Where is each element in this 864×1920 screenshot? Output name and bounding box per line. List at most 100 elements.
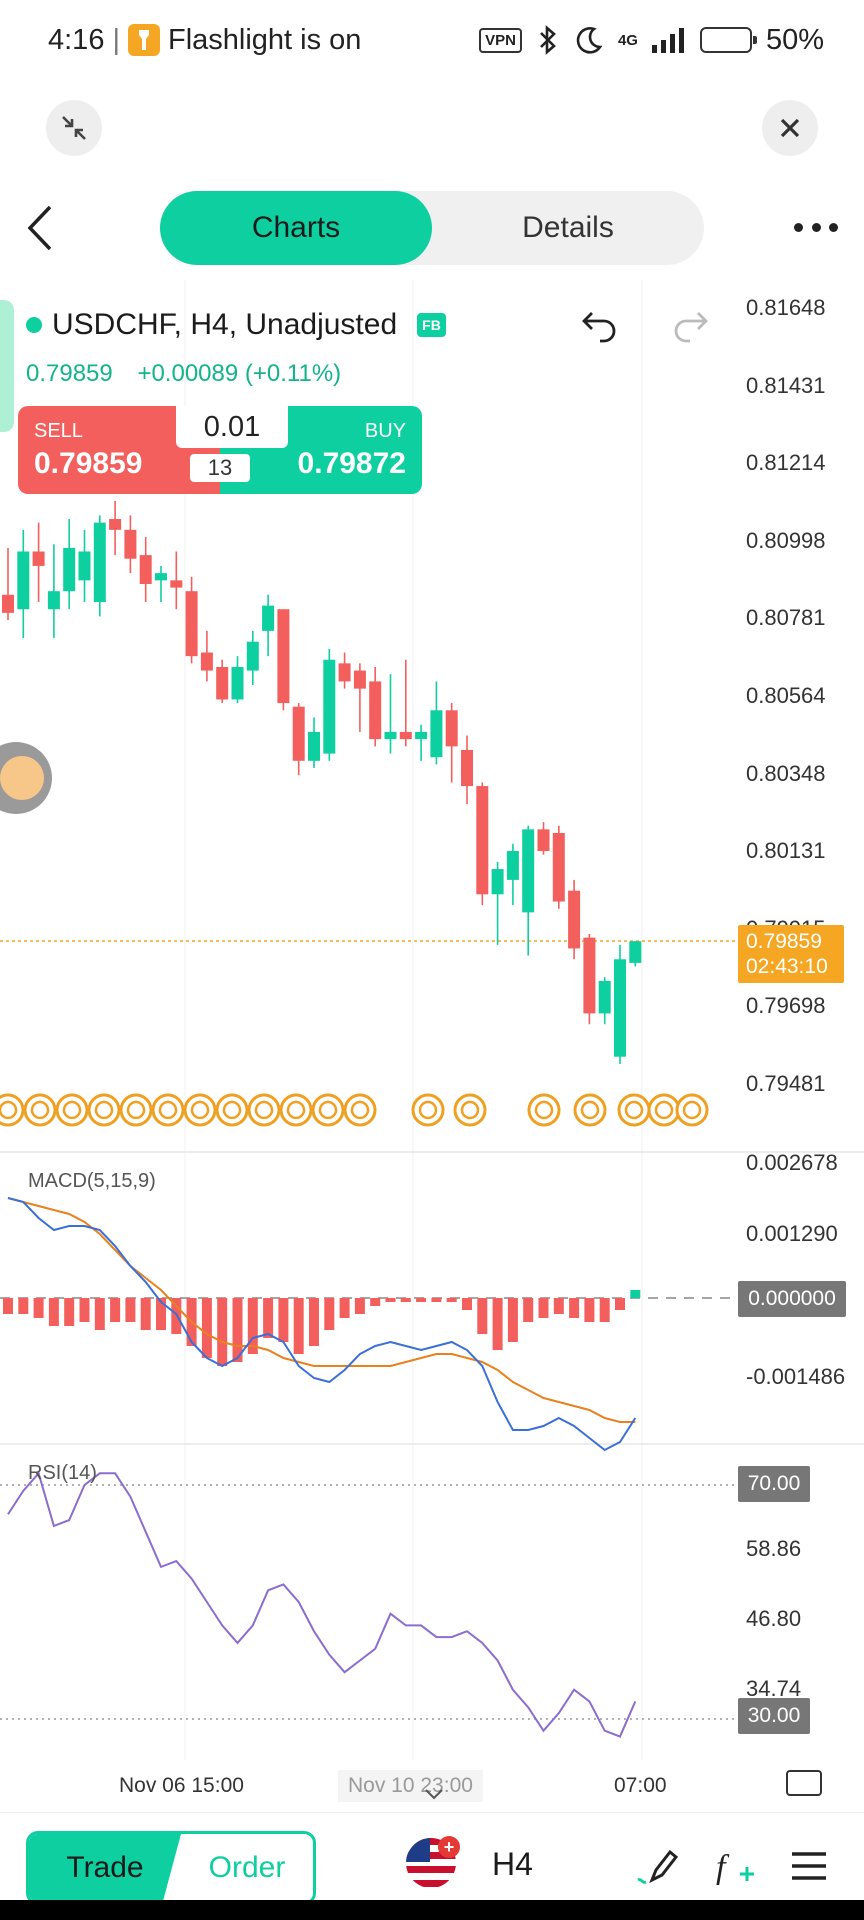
- macd-signal-line: [7, 1197, 636, 1423]
- event-marker-icon: [573, 1093, 607, 1127]
- timeframe-selector[interactable]: H4: [492, 1846, 533, 1882]
- candle-body: [614, 959, 626, 1057]
- candle-body: [353, 670, 366, 689]
- add-symbol-icon[interactable]: +: [438, 1836, 460, 1858]
- candle-body: [185, 591, 198, 657]
- flashlight-status-text: Flashlight is on: [168, 23, 362, 56]
- us-flag-icon[interactable]: [406, 1838, 456, 1888]
- price-axis-tick: 0.81431: [746, 372, 826, 398]
- candle-body: [17, 551, 30, 610]
- collapse-arrows-icon: [62, 116, 86, 140]
- macd-histogram-bar: [615, 1298, 625, 1310]
- trade-button[interactable]: Trade: [29, 1834, 181, 1902]
- battery-percent: 50%: [765, 23, 824, 56]
- macd-histogram-bar: [599, 1298, 610, 1322]
- order-button[interactable]: Order: [208, 1851, 286, 1884]
- chevron-down-icon[interactable]: [424, 1788, 444, 1800]
- candle-body: [369, 681, 382, 740]
- nav-bar-strip: [0, 1900, 864, 1920]
- event-marker-inner: [286, 1100, 306, 1120]
- macd-histogram-bar: [492, 1298, 503, 1350]
- event-marker-icon: [55, 1093, 89, 1127]
- macd-histogram-bar: [140, 1298, 151, 1330]
- macd-histogram-bar: [569, 1298, 580, 1318]
- candle-body: [216, 666, 229, 700]
- indicators-fx-icon[interactable]: f: [714, 1846, 758, 1886]
- sell-label: SELL: [34, 420, 83, 442]
- time-label-crosshair: Nov 10 23:00: [338, 1770, 483, 1802]
- price-change: +0.00089 (+0.11%): [137, 360, 342, 387]
- lot-size-input[interactable]: 0.01: [176, 406, 288, 448]
- candle-body: [476, 786, 489, 895]
- back-button[interactable]: [24, 200, 64, 256]
- macd-histogram-bar: [110, 1298, 121, 1322]
- fullscreen-toggle-icon[interactable]: [786, 1770, 822, 1796]
- macd-axis-tick: 0.002678: [746, 1150, 838, 1175]
- drawing-tools-icon[interactable]: [634, 1846, 678, 1886]
- macd-histogram-bar: [370, 1298, 381, 1306]
- macd-histogram-bar: [18, 1298, 29, 1314]
- event-marker-icon: [411, 1093, 445, 1127]
- macd-histogram-bar: [263, 1298, 274, 1338]
- macd-histogram-bar: [584, 1298, 595, 1322]
- macd-axis-tick: 0.001290: [746, 1221, 838, 1246]
- macd-histogram-bar: [354, 1298, 365, 1314]
- price-axis-tick: 0.80998: [746, 527, 826, 553]
- macd-histogram-bar: [125, 1298, 136, 1322]
- event-marker-icon: [453, 1093, 487, 1127]
- tab-details[interactable]: Details: [522, 211, 614, 244]
- price-axis-tick: 0.81214: [746, 450, 826, 476]
- event-marker-inner: [534, 1100, 554, 1120]
- candle-body: [537, 829, 550, 852]
- macd-histogram-bar: [477, 1298, 488, 1334]
- event-marker-inner: [94, 1100, 114, 1120]
- undo-icon: [582, 312, 616, 343]
- macd-histogram-bar: [538, 1298, 549, 1318]
- event-marker-inner: [624, 1100, 644, 1120]
- event-marker-inner: [350, 1100, 370, 1120]
- signal-icon: [651, 28, 684, 53]
- close-icon: [780, 118, 800, 138]
- rsi-line: [7, 1471, 637, 1738]
- candle-body: [323, 659, 336, 754]
- event-marker-icon: [675, 1093, 709, 1127]
- macd-histogram-bar: [431, 1298, 442, 1302]
- current-price: 0.79859: [26, 360, 113, 387]
- flashlight-icon: [128, 24, 160, 56]
- more-options-button[interactable]: [794, 212, 838, 242]
- minimize-window-button[interactable]: [46, 100, 102, 156]
- candle-body: [139, 555, 152, 584]
- sell-price: 0.79859: [34, 447, 143, 480]
- event-marker-inner: [580, 1100, 600, 1120]
- redo-button[interactable]: [670, 305, 710, 345]
- left-accent-tab[interactable]: [0, 300, 14, 432]
- macd-histogram-bar: [324, 1298, 335, 1330]
- event-marker-inner: [318, 1100, 338, 1120]
- price-axis-tick: 0.80781: [746, 605, 826, 631]
- candle-countdown: 02:43:10: [746, 955, 828, 978]
- undo-button[interactable]: [580, 305, 620, 345]
- price-chart[interactable]: [0, 0, 864, 1800]
- close-window-button[interactable]: [762, 100, 818, 156]
- menu-icon[interactable]: [788, 1846, 832, 1886]
- candle-body: [93, 522, 106, 603]
- view-tabs: Charts Details: [160, 191, 704, 265]
- macd-histogram-bar: [94, 1298, 105, 1330]
- candle-body: [170, 580, 183, 588]
- tab-charts[interactable]: Charts: [160, 191, 432, 265]
- macd-histogram-bar: [217, 1298, 228, 1366]
- battery-icon: [699, 27, 757, 53]
- event-marker-inner: [190, 1100, 210, 1120]
- candle-body: [445, 710, 458, 747]
- candle-body: [308, 731, 320, 761]
- candle-body: [629, 941, 642, 963]
- more-dot-icon: [794, 222, 803, 232]
- candle-body: [384, 731, 397, 740]
- event-marker-inner: [30, 1100, 50, 1120]
- event-marker-inner: [460, 1100, 480, 1120]
- candle-body: [78, 551, 91, 581]
- price-axis-tick: 0.80348: [746, 760, 826, 786]
- floating-assistant-button[interactable]: [0, 742, 52, 814]
- event-marker-inner: [418, 1100, 438, 1120]
- macd-histogram-bar: [48, 1298, 59, 1326]
